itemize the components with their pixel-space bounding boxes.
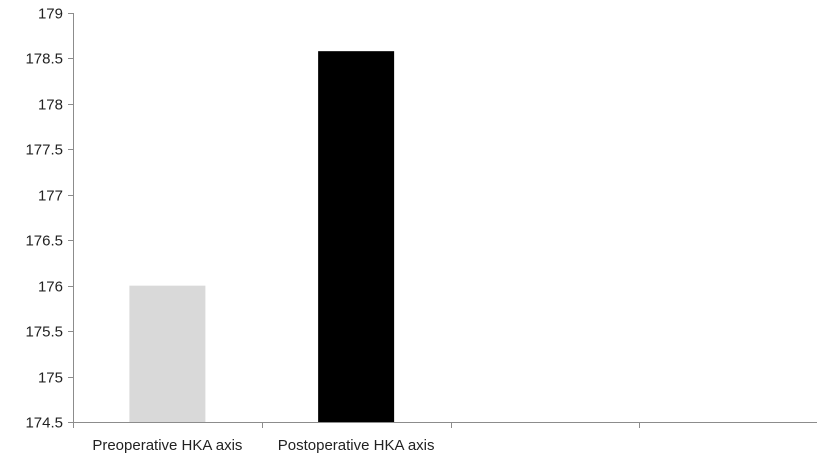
y-tick-label: 178.5 (25, 51, 63, 68)
y-tick-label: 176.5 (25, 233, 63, 250)
x-category-label: Postoperative HKA axis (278, 437, 435, 454)
x-axis: Preoperative HKA axis Postoperative HKA a… (73, 422, 817, 454)
x-category-label: Preoperative HKA axis (92, 437, 242, 454)
y-tick-label: 178 (38, 97, 63, 114)
y-tick-label: 176 (38, 279, 63, 296)
y-tick-label: 175 (38, 370, 63, 387)
y-tick-label: 174.5 (25, 415, 63, 432)
bars-group (129, 51, 395, 422)
y-tick-label: 175.5 (25, 324, 63, 341)
y-tick-label: 177 (38, 188, 63, 205)
bar-1 (129, 285, 206, 422)
y-tick-label: 179 (38, 6, 63, 23)
bar-2 (318, 51, 395, 422)
y-axis: 174.5 175 175.5 176 176.5 177 177.5 178 178.5 179 (25, 6, 74, 432)
y-tick-label: 177.5 (25, 142, 63, 159)
